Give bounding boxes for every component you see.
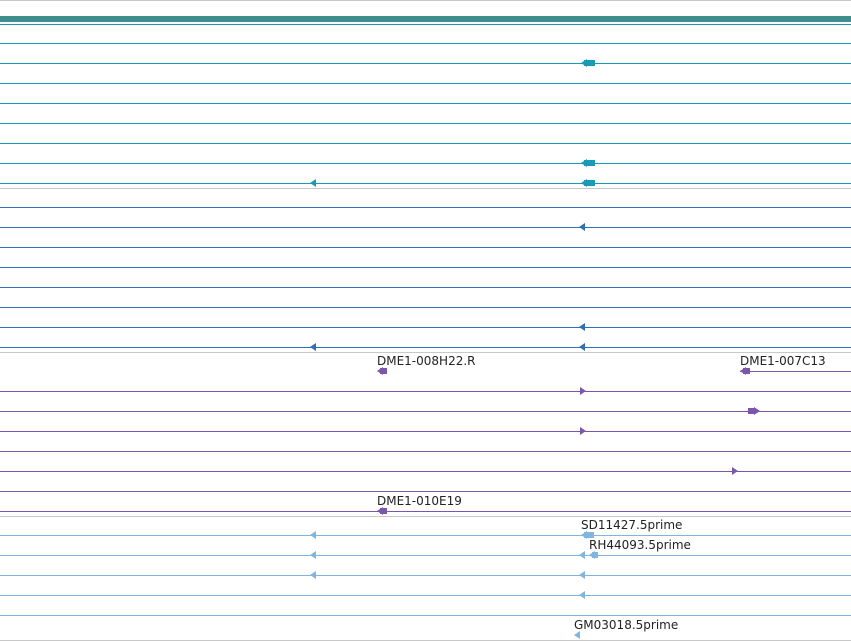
strand-arrow[interactable] (310, 531, 316, 539)
feature-label-sd11427-5prime[interactable]: SD11427.5prime (581, 518, 682, 532)
strand-arrow[interactable] (579, 343, 585, 351)
feature-block[interactable] (743, 368, 750, 374)
feature-block[interactable] (748, 408, 755, 414)
feature-block-arrow[interactable] (377, 367, 383, 375)
strand-arrow[interactable] (579, 571, 585, 579)
feature-label-dme1-007c13[interactable]: DME1-007C13 (740, 354, 826, 368)
strand-arrow[interactable] (310, 571, 316, 579)
strand-arrow[interactable] (580, 387, 586, 395)
strand-arrow[interactable] (732, 467, 738, 475)
feature-block[interactable] (584, 532, 594, 538)
feature-block-arrow[interactable] (581, 59, 587, 67)
feature-block-arrow[interactable] (377, 507, 383, 515)
strand-arrow[interactable] (579, 323, 585, 331)
strand-arrow[interactable] (310, 343, 316, 351)
strand-arrow[interactable] (579, 223, 585, 231)
strand-arrow[interactable] (310, 179, 316, 187)
feature-block[interactable] (380, 368, 387, 374)
feature-block-arrow[interactable] (581, 531, 587, 539)
feature-block[interactable] (584, 60, 595, 66)
feature-label-gm03018-5prime[interactable]: GM03018.5prime (574, 618, 678, 632)
feature-block-arrow[interactable] (581, 179, 587, 187)
feature-label-rh44093-5prime[interactable]: RH44093.5prime (589, 538, 691, 552)
strand-arrow[interactable] (579, 591, 585, 599)
feature-label-dme1-010e19[interactable]: DME1-010E19 (377, 494, 462, 508)
strand-arrow[interactable] (579, 551, 585, 559)
feature-block-arrow[interactable] (581, 159, 587, 167)
strand-arrow[interactable] (580, 427, 586, 435)
strand-arrow[interactable] (574, 631, 580, 639)
feature-block-arrow[interactable] (754, 407, 760, 415)
strand-arrow[interactable] (310, 551, 316, 559)
feature-label-dme1-008h22r[interactable]: DME1-008H22.R (377, 354, 476, 368)
top-bar (0, 16, 851, 22)
feature-block-arrow[interactable] (589, 551, 595, 559)
feature-block[interactable] (584, 160, 595, 166)
feature-block[interactable] (584, 180, 595, 186)
feature-block[interactable] (380, 508, 387, 514)
feature-block-arrow[interactable] (740, 367, 746, 375)
